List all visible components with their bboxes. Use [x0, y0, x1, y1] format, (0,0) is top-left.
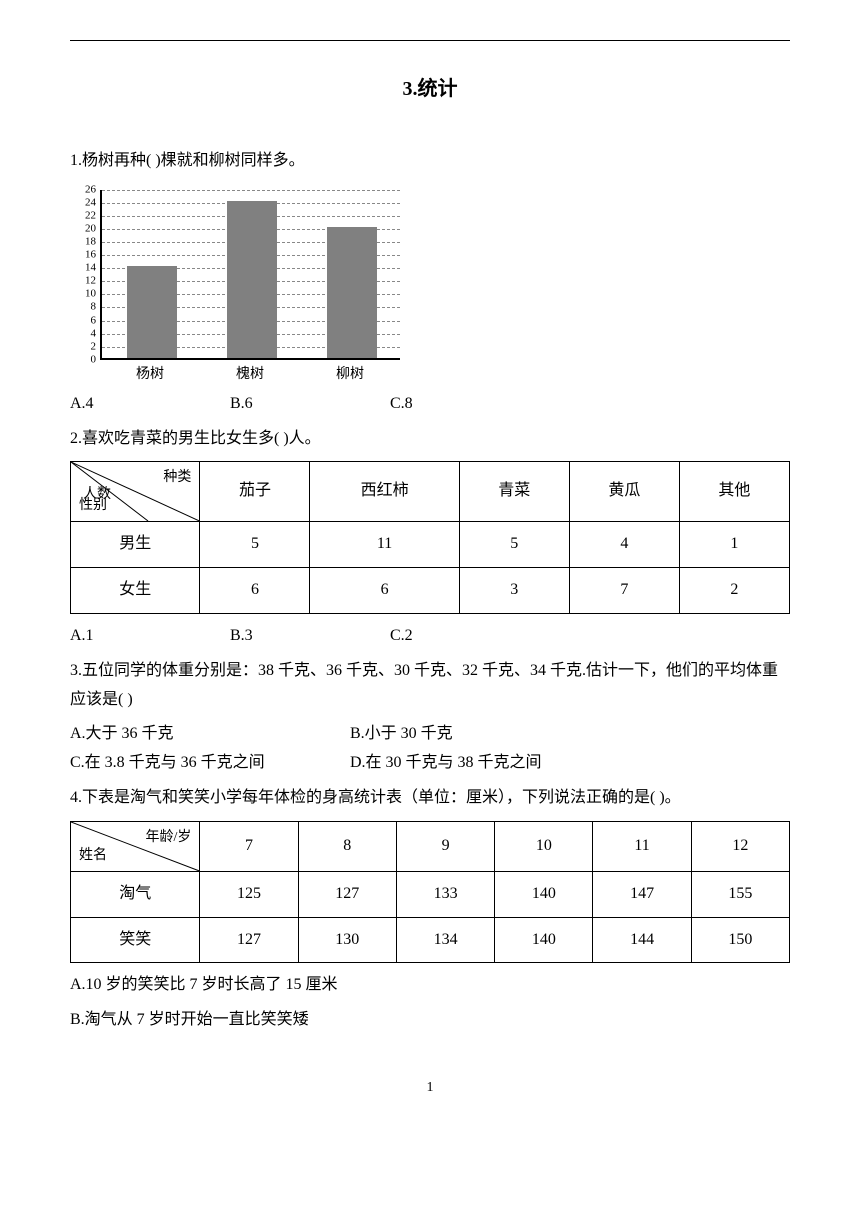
- q4-table: 年龄/岁 姓名 7 8 9 10 11 12 淘气 125 127 133 14…: [70, 821, 790, 964]
- q1-chart: 02468101214161820222426 杨树槐树柳树: [70, 184, 410, 384]
- q2-options: A.1 B.3 C.2: [70, 622, 790, 651]
- q3-opt-b: B.小于 30 千克: [350, 720, 790, 749]
- table-col: 11: [593, 821, 691, 871]
- table-col: 西红柿: [310, 462, 459, 522]
- header-divider: [70, 40, 790, 41]
- table-col: 青菜: [459, 462, 569, 522]
- table-row: 笑笑 127 130 134 140 144 150: [71, 917, 790, 963]
- q2-text: 2.喜欢吃青菜的男生比女生多( )人。: [70, 425, 790, 454]
- q2-opt-b: B.3: [230, 622, 390, 651]
- table-col: 10: [495, 821, 593, 871]
- q2-opt-c: C.2: [390, 622, 550, 651]
- q1-options: A.4 B.6 C.8: [70, 390, 790, 419]
- page-title: 3.统计: [70, 71, 790, 107]
- chart-bar: [127, 266, 177, 358]
- q4-opt-a: A.10 岁的笑笑比 7 岁时长高了 15 厘米: [70, 971, 790, 1000]
- table-col: 7: [200, 821, 298, 871]
- table-row: 女生 6 6 3 7 2: [71, 568, 790, 614]
- q3-opt-d: D.在 30 千克与 38 千克之间: [350, 749, 790, 778]
- table-col: 9: [396, 821, 494, 871]
- q2-diag-header: 种类 人数 性别: [71, 462, 200, 522]
- q1-opt-a: A.4: [70, 390, 230, 419]
- q3-text: 3.五位同学的体重分别是：38 千克、36 千克、30 千克、32 千克、34 …: [70, 657, 790, 715]
- table-row: 淘气 125 127 133 140 147 155: [71, 871, 790, 917]
- table-col: 茄子: [200, 462, 310, 522]
- q1-opt-c: C.8: [390, 390, 550, 419]
- q3-opt-a: A.大于 36 千克: [70, 720, 350, 749]
- q1-text: 1.杨树再种( )棵就和柳树同样多。: [70, 147, 790, 176]
- q3-opt-c: C.在 3.8 千克与 36 千克之间: [70, 749, 350, 778]
- table-col: 12: [691, 821, 789, 871]
- q4-opt-b: B.淘气从 7 岁时开始一直比笑笑矮: [70, 1006, 790, 1035]
- q3-options-row1: A.大于 36 千克 B.小于 30 千克: [70, 720, 790, 749]
- page-number: 1: [70, 1075, 790, 1100]
- table-row: 男生 5 11 5 4 1: [71, 522, 790, 568]
- q1-opt-b: B.6: [230, 390, 390, 419]
- table-col: 黄瓜: [569, 462, 679, 522]
- q3-options-row2: C.在 3.8 千克与 36 千克之间 D.在 30 千克与 38 千克之间: [70, 749, 790, 778]
- table-col: 8: [298, 821, 396, 871]
- q2-table: 种类 人数 性别 茄子 西红柿 青菜 黄瓜 其他 男生 5 11 5 4 1 女…: [70, 461, 790, 614]
- table-col: 其他: [679, 462, 789, 522]
- q4-diag-header: 年龄/岁 姓名: [71, 821, 200, 871]
- q2-opt-a: A.1: [70, 622, 230, 651]
- chart-bar: [327, 227, 377, 358]
- chart-bar: [227, 201, 277, 358]
- q4-text: 4.下表是淘气和笑笑小学每年体检的身高统计表（单位：厘米），下列说法正确的是( …: [70, 784, 790, 813]
